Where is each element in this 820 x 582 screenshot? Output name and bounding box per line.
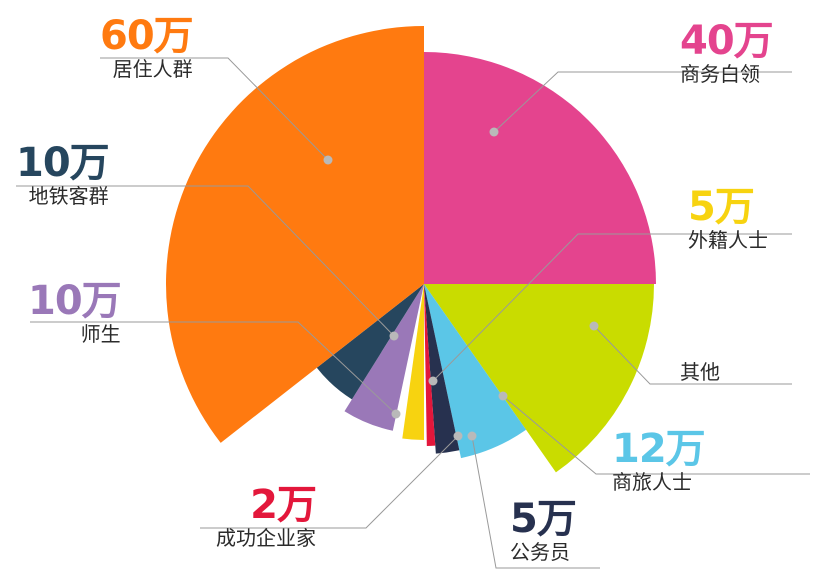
value-office-workers: 40万 xyxy=(680,18,774,64)
name-civil-servants: 公务员 xyxy=(510,540,570,564)
sector-entrepreneurs xyxy=(424,284,436,446)
label-students: 10万 师生 xyxy=(28,278,122,346)
name-entrepreneurs: 成功企业家 xyxy=(216,526,316,550)
sector-foreigners xyxy=(402,284,424,440)
leader-entrepreneurs xyxy=(200,435,459,529)
leader-metro-dot xyxy=(389,331,399,341)
leader-residents xyxy=(100,57,329,161)
name-business-travelers: 商旅人士 xyxy=(612,470,692,494)
name-students: 师生 xyxy=(80,322,121,346)
value-entrepreneurs: 2万 xyxy=(250,482,317,528)
leader-office-workers-dot xyxy=(489,127,499,137)
sector-civil-servants xyxy=(424,284,460,454)
leader-metro xyxy=(16,185,395,337)
label-metro: 10万 地铁客群 xyxy=(16,140,110,208)
leader-students-dot xyxy=(391,409,401,419)
sector-students xyxy=(344,284,424,431)
leader-business-travelers xyxy=(502,395,810,475)
label-office-workers: 40万 商务白领 xyxy=(680,18,774,86)
leader-foreigners xyxy=(432,233,792,382)
leader-civil-servants xyxy=(471,435,600,569)
leader-students xyxy=(30,321,397,415)
label-foreigners: 5万 外籍人士 xyxy=(688,186,768,252)
value-civil-servants: 5万 xyxy=(510,496,577,542)
leader-office-workers xyxy=(493,71,792,133)
label-civil-servants: 5万 公务员 xyxy=(510,496,577,564)
name-metro: 地铁客群 xyxy=(28,184,109,208)
name-foreigners: 外籍人士 xyxy=(688,228,768,252)
value-residents: 60万 xyxy=(100,13,194,59)
sector-office-workers xyxy=(424,52,656,284)
label-business-travelers: 12万 商旅人士 xyxy=(612,426,706,494)
label-residents: 60万 居住人群 xyxy=(100,13,194,81)
value-students: 10万 xyxy=(28,278,122,324)
value-metro: 10万 xyxy=(16,140,110,186)
leader-business-travelers-dot xyxy=(498,391,508,401)
name-others: 其他 xyxy=(680,360,720,384)
value-foreigners: 5万 xyxy=(688,184,755,230)
label-entrepreneurs: 2万 成功企业家 xyxy=(216,482,317,550)
leader-others xyxy=(593,325,792,385)
name-office-workers: 商务白领 xyxy=(680,62,760,86)
sector-others xyxy=(424,284,654,473)
label-others: 其他 xyxy=(680,360,720,384)
leader-residents-dot xyxy=(323,155,333,165)
name-residents: 居住人群 xyxy=(112,57,193,81)
value-business-travelers: 12万 xyxy=(612,426,706,472)
leader-others-dot xyxy=(589,321,599,331)
leader-civil-servants-dot xyxy=(467,431,477,441)
sector-metro xyxy=(316,284,424,400)
sector-business-travelers xyxy=(424,284,527,459)
leader-foreigners-dot xyxy=(428,376,438,386)
leader-entrepreneurs-dot xyxy=(453,431,463,441)
